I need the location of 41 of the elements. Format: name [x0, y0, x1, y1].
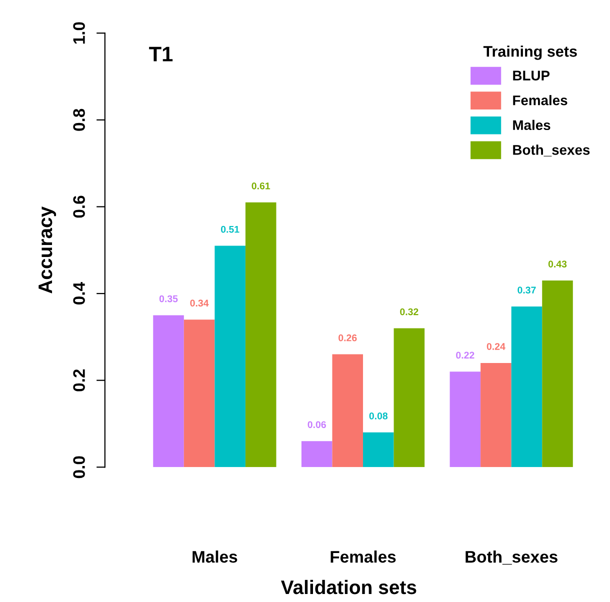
- data-label: 0.43: [548, 260, 567, 268]
- bar: [214, 246, 246, 468]
- y-tick-label: 1.0: [73, 22, 85, 44]
- data-label: 0.61: [252, 182, 270, 190]
- bar: [394, 328, 425, 468]
- bar: [184, 320, 215, 468]
- y-axis-title: Accuracy: [38, 206, 56, 294]
- y-tick-label: 0.2: [73, 369, 85, 392]
- legend-title: Training sets: [483, 46, 577, 60]
- data-label: 0.22: [456, 352, 474, 359]
- data-label: 0.51: [220, 226, 240, 233]
- data-label: 0.37: [518, 286, 536, 294]
- data-label: 0.06: [308, 421, 326, 428]
- bar: [153, 315, 184, 468]
- y-tick-label: 0.4: [73, 282, 85, 304]
- bar: [245, 202, 276, 468]
- data-label: 0.35: [159, 295, 178, 302]
- x-tick-label: Both_sexes: [466, 550, 558, 565]
- legend-label: Females: [513, 95, 568, 106]
- y-tick-label: 0.6: [73, 196, 85, 218]
- legend-label: Males: [513, 120, 550, 130]
- y-tick-label: 0.0: [73, 456, 85, 478]
- data-label: 0.34: [190, 300, 209, 307]
- data-label: 0.26: [338, 334, 357, 342]
- x-tick-label: Females: [330, 550, 396, 563]
- bar: [301, 441, 332, 468]
- data-label: 0.08: [369, 412, 388, 420]
- x-tick-label: Males: [192, 550, 238, 563]
- data-label: 0.24: [486, 343, 506, 350]
- bar: [363, 432, 394, 468]
- bar: [480, 362, 512, 468]
- y-tick-label: 0.8: [73, 108, 85, 131]
- bar: [542, 280, 573, 468]
- x-axis-title: Validation sets: [280, 580, 416, 594]
- bar: [332, 354, 364, 468]
- legend-label: BLUP: [513, 70, 550, 80]
- bar: [511, 306, 542, 468]
- data-label: 0.32: [400, 308, 418, 316]
- bar: [450, 372, 481, 468]
- legend-label: Both_sexes: [513, 144, 590, 156]
- text: T1: [149, 46, 173, 62]
